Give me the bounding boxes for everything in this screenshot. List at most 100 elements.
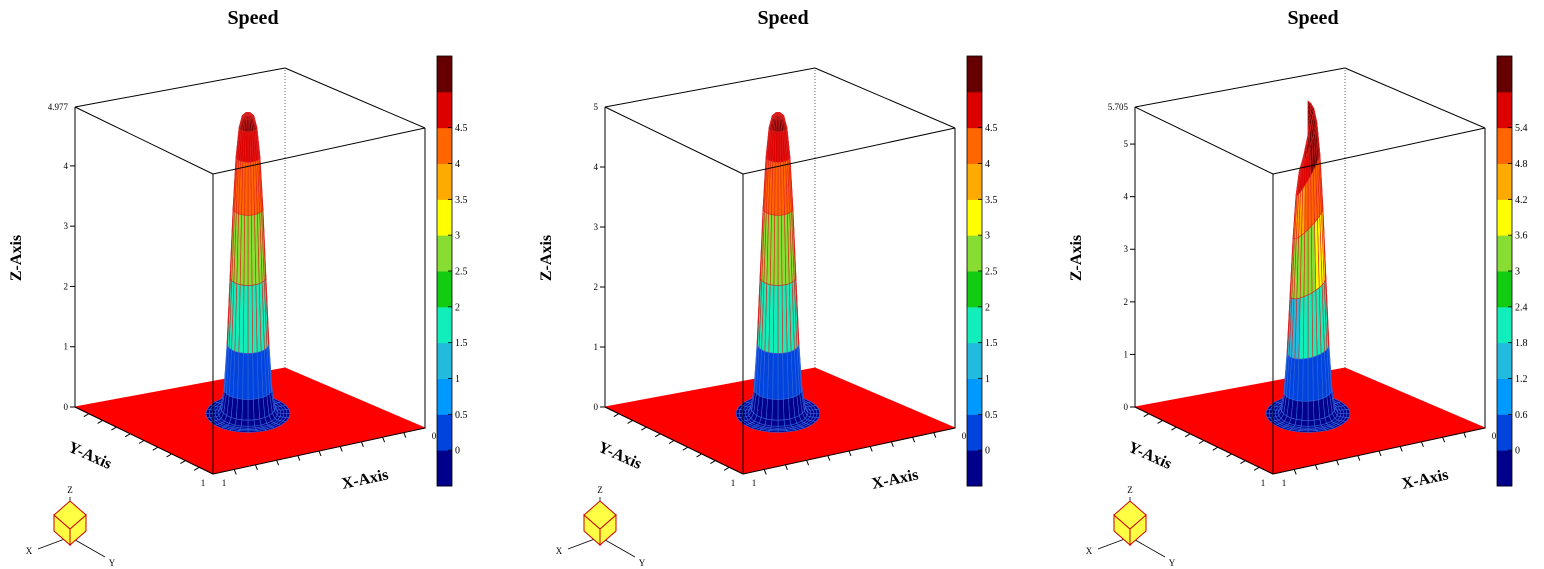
y-tick-mark <box>152 446 159 451</box>
colorbar-tick-label: 1 <box>985 374 990 385</box>
panel-title: Speed <box>757 7 808 29</box>
surface-cell <box>772 352 779 400</box>
y-tick-label: 1 <box>731 478 736 488</box>
x-axis-title: X-Axis <box>1400 466 1450 492</box>
surface-cell <box>770 419 779 427</box>
axis-gizmo: Z X Y <box>1086 485 1176 568</box>
surface-mesh <box>735 111 821 433</box>
colorbar-tick-label: 3 <box>455 231 460 242</box>
surface-cell <box>247 352 254 400</box>
z-tick-label: 4 <box>1124 192 1129 202</box>
colorbar-band <box>437 414 452 451</box>
surface-cell <box>771 398 779 421</box>
colorbar-band <box>967 342 982 379</box>
surface-cell <box>247 419 256 427</box>
surface-cell <box>252 398 261 421</box>
gizmo-cube-face <box>53 500 87 530</box>
colorbar-tick-label: 4.2 <box>1515 195 1528 206</box>
gizmo-label-y: Y <box>109 558 116 568</box>
x-tick-end-label: 0 <box>432 431 437 441</box>
box-edge-top-front-left <box>74 106 214 175</box>
surface-cell <box>1307 174 1312 231</box>
z-tick-label: 5 <box>1124 139 1129 149</box>
colorbar-band <box>967 199 982 236</box>
x-tick-mark <box>233 469 237 475</box>
surface-cell <box>1307 225 1313 296</box>
colorbar-tick-label: 3 <box>1515 267 1520 278</box>
z-tick-label: 2 <box>64 281 69 291</box>
colorbar-band <box>967 127 982 164</box>
surface-cell <box>777 214 783 286</box>
z-axis-title: Z-Axis <box>8 235 25 281</box>
colorbar-tick-label: 2.5 <box>985 267 998 278</box>
x-tick-mark <box>1463 432 1467 438</box>
z-tick-label: 0 <box>1124 402 1129 412</box>
surface-cell <box>777 161 782 216</box>
colorbar-tick-label: 3.5 <box>455 195 468 206</box>
box-edge-top-front-left <box>1134 106 1274 175</box>
surface-cell <box>235 398 244 421</box>
colorbar-band <box>1497 378 1512 415</box>
colorbar-tick-label: 2 <box>455 302 460 313</box>
y-tick-mark <box>1184 433 1191 438</box>
x-tick-mark <box>1420 441 1424 447</box>
colorbar-tick-label: 1 <box>455 374 460 385</box>
surface-cell <box>252 352 259 400</box>
surface-cell <box>782 352 789 400</box>
surface-cell <box>1307 356 1314 402</box>
surface-cell <box>1303 229 1309 298</box>
colorbar-band <box>1497 450 1512 487</box>
y-tick-mark <box>641 426 647 431</box>
x-tick-mark <box>1314 464 1318 470</box>
colorbar-band <box>967 450 982 487</box>
colorbar-band <box>437 235 452 272</box>
x-axis-title: X-Axis <box>340 466 390 492</box>
colorbar-tick-label: 4 <box>455 159 460 170</box>
box-edge-top-back-right <box>1344 67 1486 129</box>
colorbar-tick-label: 0 <box>1515 446 1520 457</box>
colorbar-tick-label: 3 <box>985 231 990 242</box>
z-max-label: 5 <box>594 102 599 112</box>
y-tick-mark <box>682 446 689 451</box>
z-axis-title: Z-Axis <box>1068 235 1085 281</box>
surface-cell <box>775 118 779 133</box>
z-tick-label: 2 <box>594 282 599 292</box>
y-tick-mark <box>111 426 117 431</box>
colorbar-band <box>967 235 982 272</box>
surface-cell <box>765 398 774 421</box>
colorbar-tick-label: 2.5 <box>455 267 468 278</box>
x-tick-mark <box>784 464 788 470</box>
x-tick-mark <box>827 455 831 461</box>
x-tick-mark <box>763 469 767 475</box>
x-tick-start-label: 1 <box>752 478 757 488</box>
colorbar-tick-label: 2 <box>985 302 990 313</box>
z-tick-label: 0 <box>594 402 599 412</box>
colorbar-band <box>967 378 982 415</box>
colorbar: 0 0.5 1 1.5 2 2.5 3 3.5 4 4.5 <box>436 55 468 487</box>
z-tick-label: 3 <box>594 222 599 232</box>
x-tick-mark <box>403 432 407 438</box>
surface-cell <box>1307 146 1312 182</box>
gizmo-label-y: Y <box>639 558 646 568</box>
x-tick-end-label: 0 <box>962 431 967 441</box>
surface-cell <box>1304 179 1309 234</box>
surface-cell <box>1307 430 1318 433</box>
x-tick-mark <box>254 464 258 470</box>
colorbar-tick-label: 4.5 <box>985 123 998 134</box>
surface-cell <box>1300 419 1309 427</box>
surface-cell <box>767 352 774 400</box>
surface-cell <box>777 419 786 427</box>
z-tick-label: 2 <box>1124 297 1129 307</box>
box-edge-top-front-right <box>212 127 426 175</box>
box-edge-top-back-left <box>74 67 286 108</box>
z-tick-label: 1 <box>594 342 599 352</box>
axis-gizmo: Z X Y <box>556 485 646 568</box>
colorbar-tick-label: 5.4 <box>1515 123 1528 134</box>
colorbar-band <box>1497 127 1512 164</box>
box-edge-top-back-right <box>284 67 426 129</box>
surface-cell <box>1302 358 1309 402</box>
colorbar-tick-label: 3.5 <box>985 195 998 206</box>
surface-mesh <box>1265 100 1351 433</box>
colorbar-band <box>437 378 452 415</box>
colorbar-band <box>967 56 982 93</box>
